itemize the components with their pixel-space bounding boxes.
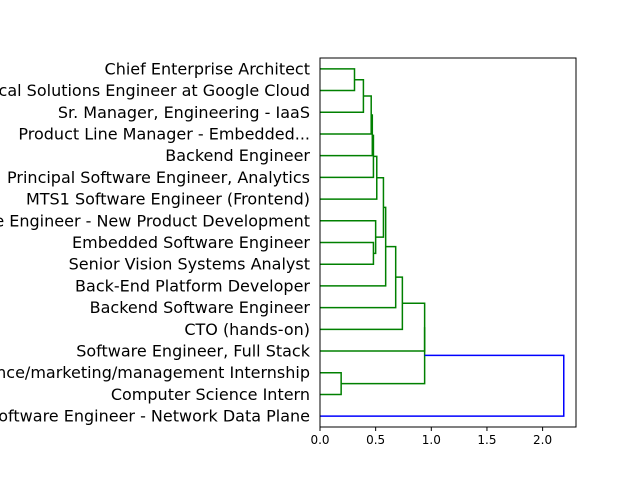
leaf-label: Technical Solutions Engineer at Google C… bbox=[0, 81, 310, 100]
leaf-label: Principal Software Engineer, Analytics bbox=[7, 168, 310, 187]
plot-frame bbox=[319, 57, 577, 428]
leaf-label: MTS1 Software Engineer (Frontend) bbox=[26, 190, 310, 209]
leaf-label: Backend Engineer bbox=[165, 146, 310, 165]
leaf-label: Backend Software Engineer bbox=[90, 298, 311, 317]
x-tick-label: 2.0 bbox=[533, 433, 552, 447]
leaf-label: Product Line Manager - Embedded... bbox=[18, 124, 310, 143]
dendrogram-link-14 bbox=[341, 327, 426, 385]
dendrogram-links bbox=[320, 68, 565, 417]
leaf-label: Software Engineer, Full Stack bbox=[76, 342, 311, 361]
leaf-label: CTO (hands-on) bbox=[184, 320, 310, 339]
leaf-label: Back-End Platform Developer bbox=[75, 276, 310, 295]
x-tick-label: 0.0 bbox=[310, 433, 329, 447]
dendrogram-link-7 bbox=[320, 220, 377, 255]
x-tick-label: 1.5 bbox=[477, 433, 496, 447]
leaf-label: Finance/marketing/management Internship bbox=[0, 363, 310, 382]
dendrogram-link-10 bbox=[320, 245, 397, 309]
leaf-label: Computer Science Intern bbox=[111, 385, 310, 404]
x-tick-label: 1.0 bbox=[422, 433, 441, 447]
leaf-label: Sr. Manager, Engineering - IaaS bbox=[58, 103, 310, 122]
dendrogram-link-0 bbox=[320, 68, 356, 92]
leaf-label: Software Engineer - New Product Developm… bbox=[0, 211, 310, 230]
x-tick-label: 0.5 bbox=[366, 433, 385, 447]
x-axis-ticks: 0.0 0.5 1.0 1.5 2.0 bbox=[310, 427, 552, 447]
leaf-label: Senior Vision Systems Analyst bbox=[69, 255, 310, 274]
leaf-label: Embedded Software Engineer bbox=[72, 233, 310, 252]
dendrogram-link-6 bbox=[320, 241, 375, 265]
leaf-label: Software Engineer - Network Data Plane bbox=[0, 407, 310, 426]
dendrogram-link-3 bbox=[320, 114, 374, 157]
dendrogram-link-11 bbox=[320, 276, 404, 331]
dendrogram-link-12 bbox=[320, 302, 426, 352]
leaf-label: Chief Enterprise Architect bbox=[105, 59, 310, 78]
dendrogram-link-13 bbox=[320, 371, 342, 396]
dendrogram-link-15 bbox=[320, 354, 565, 417]
leaf-labels: Chief Enterprise Architect Technical Solu… bbox=[0, 59, 311, 425]
dendrogram-link-1 bbox=[320, 78, 365, 114]
